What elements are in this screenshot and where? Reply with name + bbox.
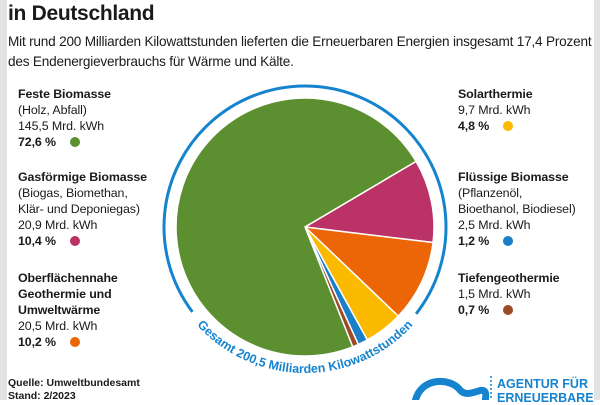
chart-title: in Deutschland — [8, 2, 155, 25]
pie-slice-gasförmige-biomasse — [302, 160, 435, 244]
total-ring — [162, 84, 448, 315]
legend-dot — [69, 137, 80, 147]
legend-solarthermie: Solarthermie 9,7 Mrd. kWh 4,8 % — [458, 87, 533, 133]
legend-tiefengeothermie: Tiefengeothermie 1,5 Mrd. kWh 0,7 % — [458, 271, 560, 317]
legend-dot — [503, 236, 514, 246]
legend-fluessige-biomasse: Flüssige Biomasse (Pflanzenöl, Bioethano… — [458, 170, 576, 248]
legend-dot — [503, 121, 514, 131]
chart-subtitle: Mit rund 200 Milliarden Kilowattstunden … — [8, 34, 592, 69]
legend-dot — [69, 236, 80, 246]
right-border — [594, 0, 600, 400]
logo-text: AGENTUR FÜR ERNEUERBARE — [497, 377, 594, 405]
pie-slice-oberflächennahe — [302, 225, 434, 318]
source-note: Quelle: Umweltbundesamt Stand: 2/2023 — [8, 377, 140, 402]
legend-oberflaechennahe-geothermie: Oberflächennahe Geothermie und Umweltwär… — [18, 271, 118, 349]
pie-slice-feste-biomasse — [175, 97, 418, 357]
left-border — [0, 0, 7, 400]
legend-dot — [69, 337, 80, 347]
agentur-logo-icon — [411, 376, 492, 400]
legend-dot — [503, 305, 514, 315]
legend-gasfoermige-biomasse: Gasförmige Biomasse (Biogas, Biomethan, … — [18, 170, 147, 248]
legend-feste-biomasse: Feste Biomasse (Holz, Abfall) 145,5 Mrd.… — [18, 87, 111, 149]
